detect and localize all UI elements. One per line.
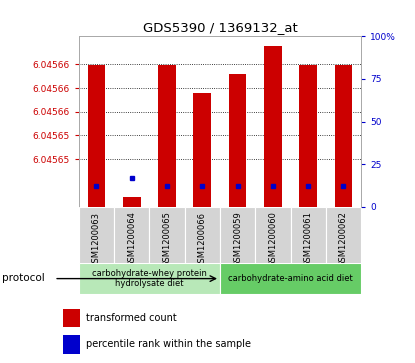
Bar — [63, 335, 80, 354]
Text: carbohydrate-whey protein
hydrolysate diet: carbohydrate-whey protein hydrolysate di… — [92, 269, 207, 288]
Text: GSM1200059: GSM1200059 — [233, 212, 242, 267]
Bar — [158, 65, 176, 207]
Bar — [290, 207, 326, 265]
Bar — [114, 207, 149, 265]
Text: percentile rank within the sample: percentile rank within the sample — [86, 339, 251, 349]
Text: GSM1200061: GSM1200061 — [304, 212, 312, 268]
Bar — [149, 207, 185, 265]
Bar — [334, 65, 352, 207]
Text: GSM1200065: GSM1200065 — [163, 212, 171, 268]
Bar — [326, 207, 361, 265]
Bar — [299, 65, 317, 207]
Bar — [63, 309, 80, 327]
Bar — [193, 93, 211, 207]
Bar — [220, 207, 255, 265]
Bar — [79, 207, 114, 265]
Text: transformed count: transformed count — [86, 313, 177, 323]
Bar — [88, 65, 105, 207]
Text: GSM1200062: GSM1200062 — [339, 212, 348, 268]
Text: GSM1200064: GSM1200064 — [127, 212, 136, 268]
Bar — [229, 74, 247, 207]
Text: carbohydrate-amino acid diet: carbohydrate-amino acid diet — [228, 274, 353, 283]
Bar — [123, 197, 141, 207]
Bar — [264, 46, 282, 207]
Text: GSM1200063: GSM1200063 — [92, 212, 101, 268]
Bar — [79, 263, 220, 294]
Text: protocol: protocol — [2, 273, 45, 284]
Text: GSM1200066: GSM1200066 — [198, 212, 207, 268]
Title: GDS5390 / 1369132_at: GDS5390 / 1369132_at — [143, 21, 297, 34]
Bar — [255, 207, 290, 265]
Bar — [220, 263, 361, 294]
Text: GSM1200060: GSM1200060 — [269, 212, 277, 268]
Bar — [185, 207, 220, 265]
